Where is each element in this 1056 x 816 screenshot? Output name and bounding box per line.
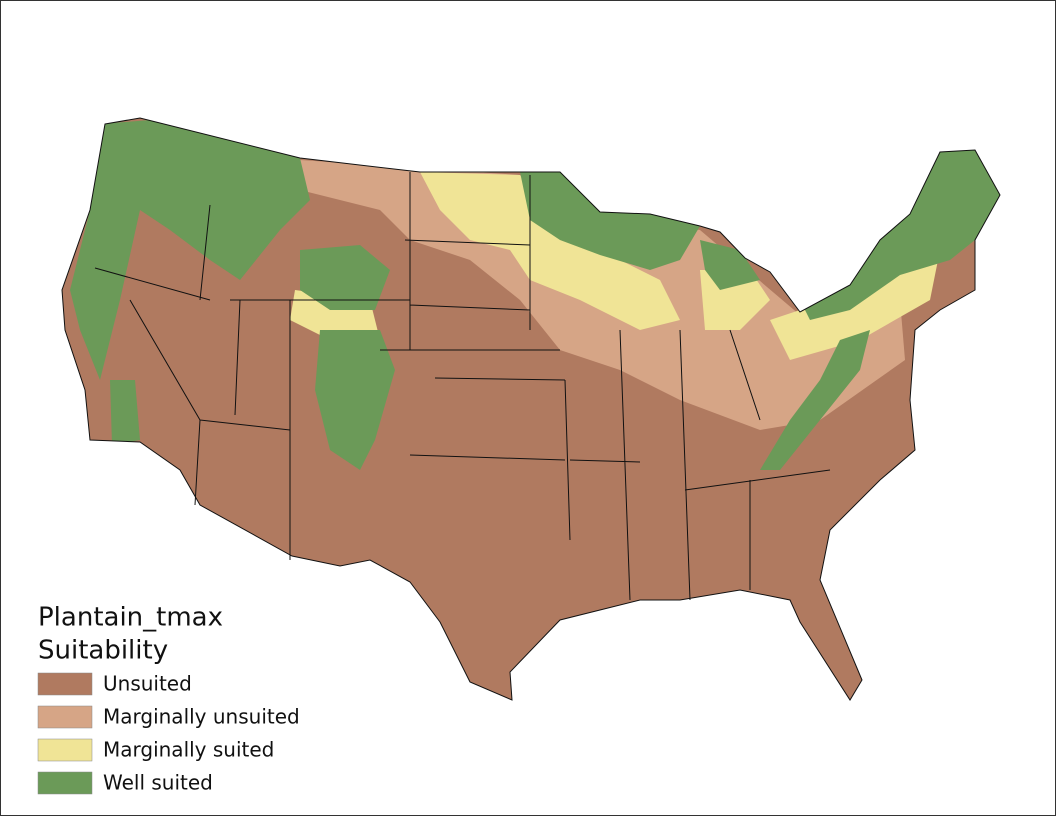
suitability-map xyxy=(62,118,1000,700)
legend-swatch xyxy=(37,738,93,762)
region-well-suited xyxy=(700,240,760,290)
legend-swatch xyxy=(37,771,93,795)
region-well-suited xyxy=(70,120,310,380)
region-well-suited xyxy=(300,245,390,310)
state-borders xyxy=(61,117,1001,701)
legend-label: Marginally suited xyxy=(103,738,274,762)
region-marginally-suited xyxy=(420,172,680,330)
state-border xyxy=(94,172,831,601)
legend-swatch xyxy=(37,672,93,696)
region-well-suited xyxy=(520,172,700,270)
region-well-suited xyxy=(110,380,140,445)
region-well-suited xyxy=(315,330,395,470)
region-well-suited xyxy=(760,330,870,470)
legend-swatch xyxy=(37,705,93,729)
legend-label: Unsuited xyxy=(103,672,192,696)
legend: Unsuited Marginally unsuited Marginally su… xyxy=(37,672,300,795)
legend-label: Marginally unsuited xyxy=(103,705,300,729)
legend-subtitle: Suitability xyxy=(38,636,168,666)
legend-title: Plantain_tmax xyxy=(38,603,223,633)
region-well-suited xyxy=(800,150,1000,320)
legend-label: Well suited xyxy=(103,771,213,795)
